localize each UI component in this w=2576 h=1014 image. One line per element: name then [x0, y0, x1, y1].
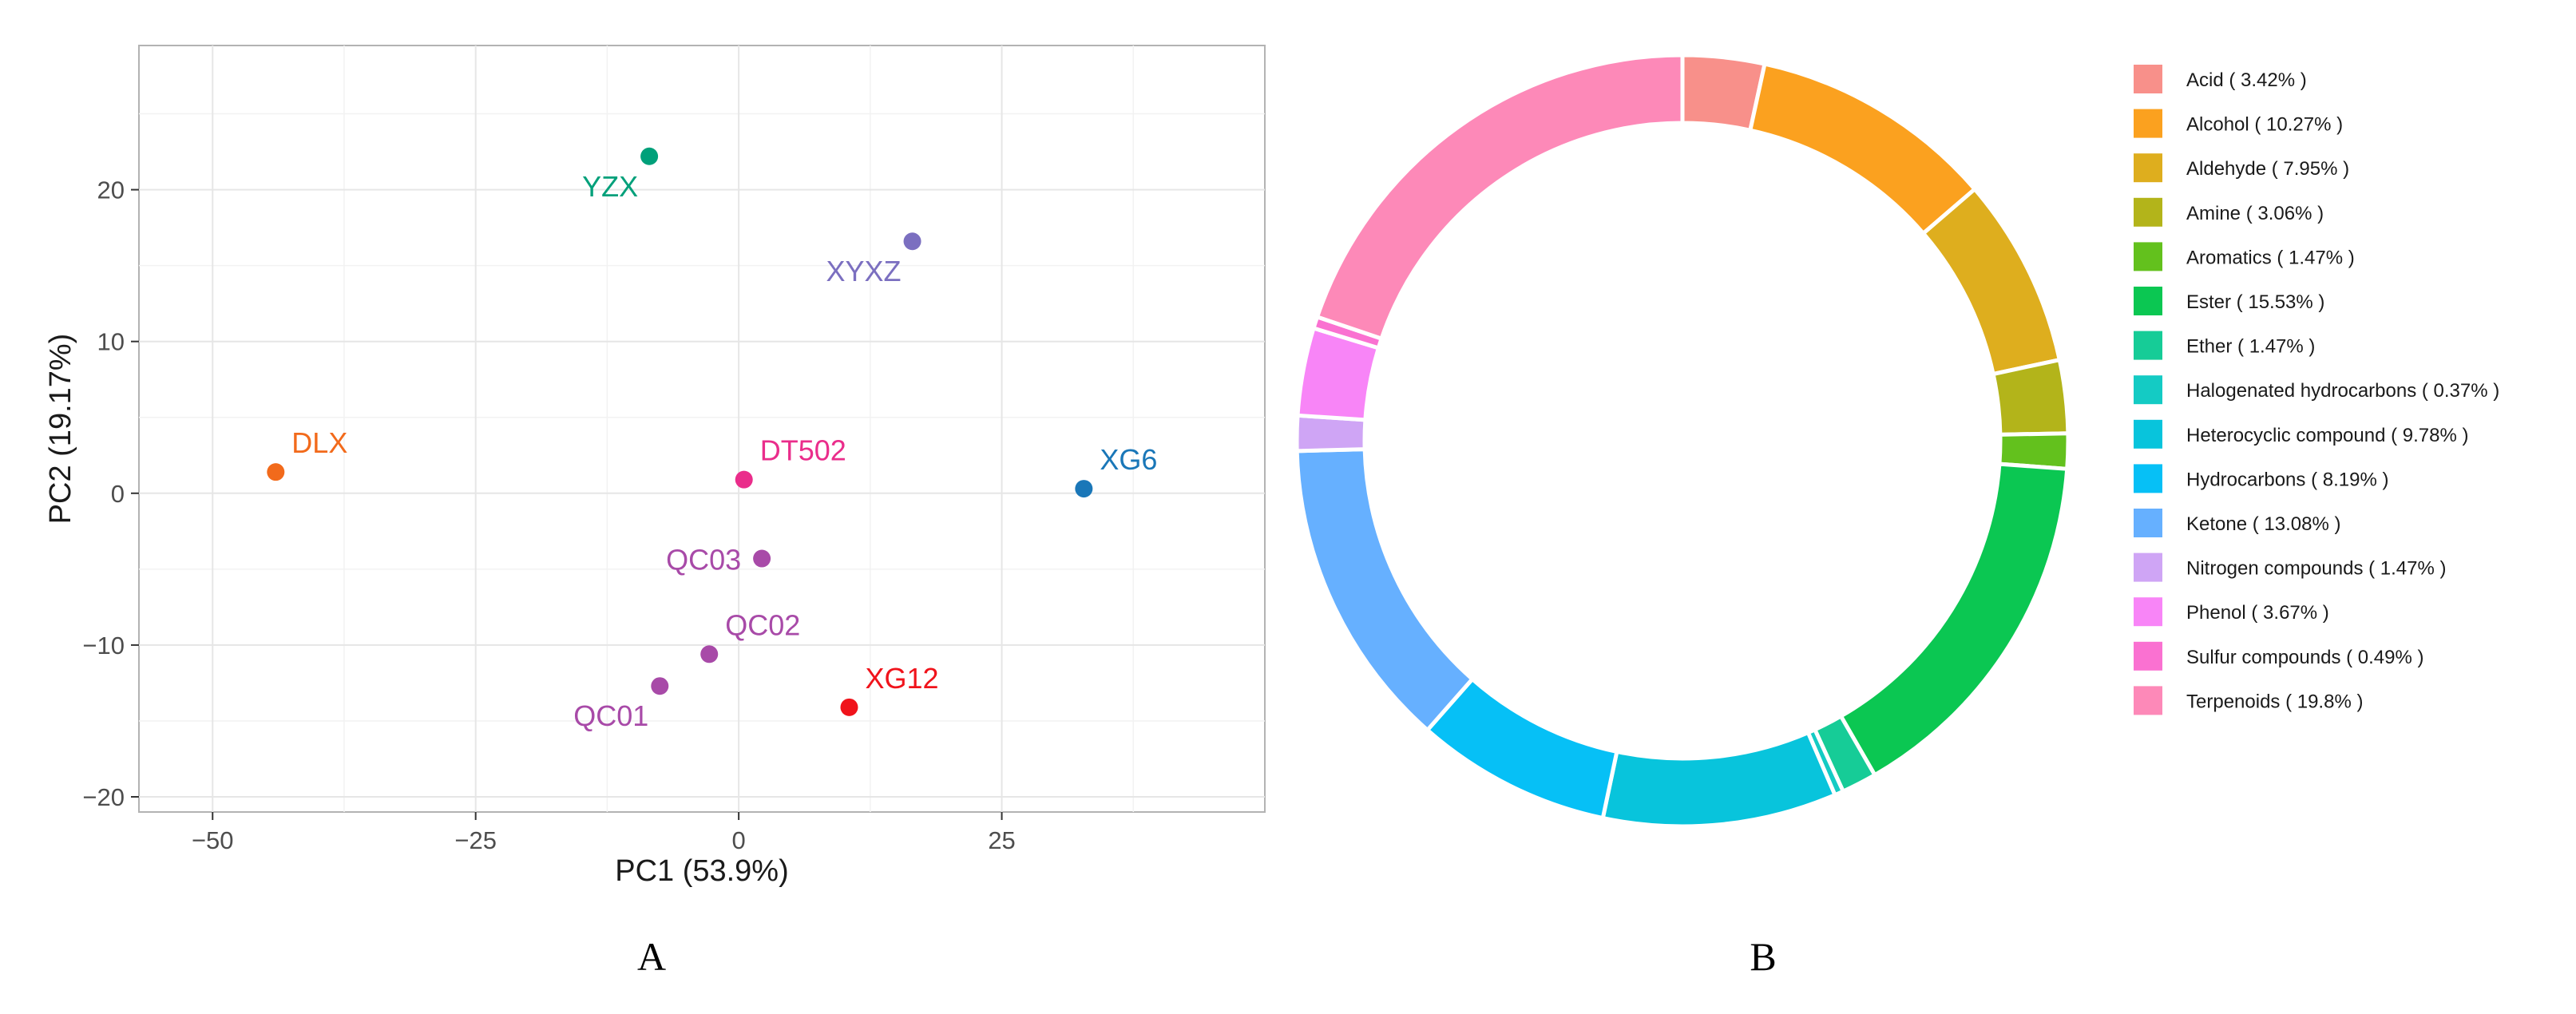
scatter-point	[267, 463, 285, 481]
y-tick-label: 10	[97, 328, 125, 356]
legend-label: Aldehyde ( 7.95% )	[2186, 158, 2349, 180]
legend-label: Acid ( 3.42% )	[2186, 69, 2307, 91]
legend-label: Alcohol ( 10.27% )	[2186, 114, 2343, 136]
scatter-point	[1075, 480, 1093, 498]
legend-label: Sulfur compounds ( 0.49% )	[2186, 647, 2423, 668]
legend-swatch	[2134, 109, 2162, 138]
donut-legend: Acid ( 3.42% ) Alcohol ( 10.27% ) Aldehyde…	[2134, 65, 2499, 715]
y-tick-label: 20	[97, 176, 125, 204]
composition-donut-panel: Acid ( 3.42% ) Alcohol ( 10.27% ) Aldehyde…	[1294, 53, 2499, 829]
legend-swatch	[2134, 331, 2162, 360]
scatter-points: YZX XYXZ DLX DT502 XG6 QC03 QC02 QC01 XG12	[267, 147, 1157, 732]
donut-slice	[1991, 358, 2071, 437]
legend-swatch	[2134, 242, 2162, 271]
x-tick-label: 0	[731, 826, 745, 854]
scatter-plot-area	[138, 45, 1266, 813]
scatter-point-label: XG12	[865, 662, 938, 695]
legend-swatch	[2134, 553, 2162, 582]
scatter-point-label: DLX	[291, 426, 347, 459]
y-tick-label: −10	[82, 632, 125, 659]
scatter-point-label: DT502	[760, 434, 846, 467]
legend-label: Ester ( 15.53% )	[2186, 291, 2324, 313]
legend-label: Amine ( 3.06% )	[2186, 203, 2324, 224]
scatter-point	[753, 549, 771, 568]
donut-slice	[1600, 731, 1837, 829]
scatter-point	[651, 677, 669, 695]
donut-slice	[1294, 447, 1475, 732]
pca-scatter-panel: −50 −25 0 25 −20 −10 0 10 20 YZX XYXZ DLX DT502 XG6 Q…	[44, 45, 1266, 888]
legend-swatch	[2134, 375, 2162, 405]
panel-label-b: B	[1750, 934, 1776, 979]
legend-swatch	[2134, 287, 2162, 315]
scatter-point	[903, 232, 921, 251]
scatter-point	[700, 645, 719, 663]
legend-swatch	[2134, 419, 2162, 449]
scatter-tick-labels: −50 −25 0 25 −20 −10 0 10 20	[82, 176, 1015, 854]
scatter-point-label: QC03	[666, 544, 741, 576]
legend-label: Ketone ( 13.08% )	[2186, 513, 2340, 535]
donut-slice	[1921, 187, 2062, 376]
legend-swatch	[2134, 686, 2162, 715]
legend-swatch	[2134, 597, 2162, 627]
legend-swatch	[2134, 153, 2162, 183]
scatter-point-label: YZX	[582, 170, 638, 203]
legend-label: Phenol ( 3.67% )	[2186, 602, 2329, 624]
donut-slice	[1748, 61, 1977, 236]
donut-slices	[1294, 53, 2071, 829]
y-axis-title: PC2 (19.17%)	[44, 334, 77, 525]
legend-swatch	[2134, 464, 2162, 493]
scatter-point-label: QC02	[725, 608, 800, 641]
scatter-point-label: QC01	[573, 699, 648, 732]
legend-label: Terpenoids ( 19.8% )	[2186, 691, 2363, 712]
x-tick-label: 25	[988, 826, 1015, 854]
scatter-point	[640, 147, 659, 165]
legend-swatch	[2134, 509, 2162, 537]
donut-slice	[1315, 53, 1685, 341]
legend-label: Aromatics ( 1.47% )	[2186, 247, 2355, 268]
x-axis-title: PC1 (53.9%)	[615, 854, 789, 888]
legend-label: Nitrogen compounds ( 1.47% )	[2186, 558, 2447, 580]
legend-label: Halogenated hydrocarbons ( 0.37% )	[2186, 380, 2499, 402]
legend-label: Hydrocarbons ( 8.19% )	[2186, 469, 2388, 490]
scatter-point	[735, 470, 753, 489]
x-tick-label: −25	[454, 826, 497, 854]
legend-swatch	[2134, 197, 2162, 227]
x-tick-label: −50	[192, 826, 234, 854]
y-tick-label: 0	[111, 480, 125, 508]
scatter-point-label: XG6	[1100, 443, 1157, 476]
y-tick-label: −20	[82, 783, 125, 811]
scatter-gridlines	[139, 46, 1265, 812]
legend-swatch	[2134, 641, 2162, 671]
panel-label-a: A	[637, 934, 666, 979]
legend-label: Heterocyclic compound ( 9.78% )	[2186, 425, 2468, 446]
donut-slice	[1838, 461, 2070, 778]
scatter-point	[840, 698, 858, 716]
legend-swatch	[2134, 65, 2162, 93]
scatter-point-label: XYXZ	[826, 255, 902, 287]
legend-label: Ether ( 1.47% )	[2186, 336, 2315, 358]
